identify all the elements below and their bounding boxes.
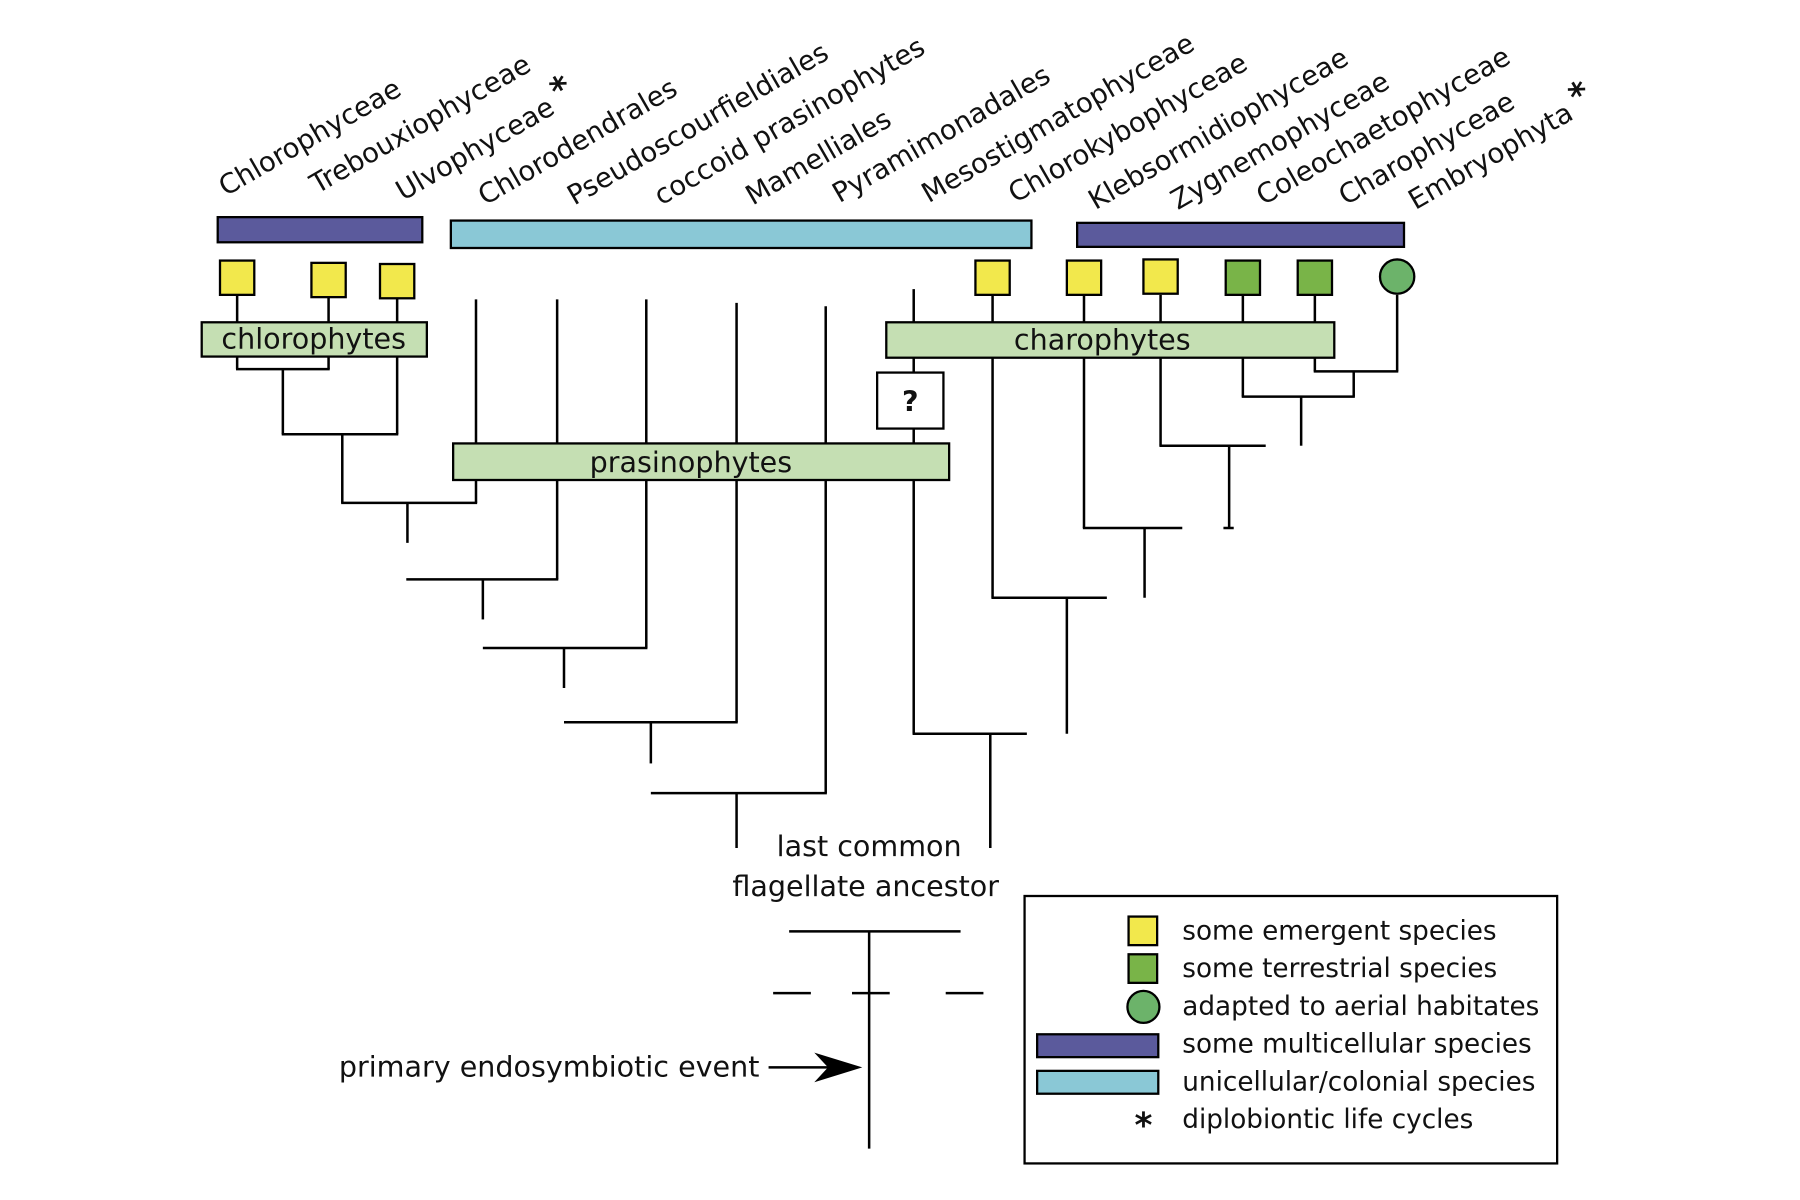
legend-label: some emergent species: [1182, 916, 1496, 946]
ancestor-label: flagellate ancestor: [732, 869, 999, 903]
emergent-square: [310, 261, 347, 299]
terrestrial-square: [1224, 259, 1262, 296]
emergent-square: [218, 259, 256, 296]
terrestrial-square: [1296, 259, 1334, 296]
unknown-box: [876, 371, 945, 430]
legend-swatch: [1127, 915, 1159, 947]
legend-label: some multicellular species: [1182, 1030, 1531, 1060]
group-box: [452, 442, 951, 482]
group-label: prasinophytes: [590, 445, 793, 479]
group-label: charophytes: [1014, 323, 1191, 357]
legend-swatch: [1035, 1033, 1160, 1059]
legend-swatch: [1126, 989, 1161, 1024]
emergent-square: [378, 262, 416, 300]
legend-box: [1023, 894, 1559, 1165]
aerial-circle: [1378, 258, 1416, 295]
unknown-label: ?: [902, 384, 919, 418]
group-box: [200, 321, 428, 358]
emergent-square: [1142, 258, 1179, 295]
group-label: chlorophytes: [221, 322, 406, 356]
legend-swatch: [1127, 953, 1159, 984]
emergent-square: [1065, 259, 1103, 296]
legend-symbol: *: [1134, 1106, 1152, 1146]
legend-label: some terrestrial species: [1182, 954, 1497, 984]
legend-label: unicellular/colonial species: [1182, 1067, 1535, 1097]
legend-swatch: [1035, 1069, 1160, 1095]
unicellular-bar: [449, 219, 1033, 250]
legend-label: adapted to aerial habitates: [1182, 992, 1539, 1022]
ancestor-label: last common: [777, 829, 962, 863]
taxa: ChlorophyceaeTrebouxiophyceaeUlvophyceae…: [214, 28, 1598, 216]
group-box: [885, 321, 1336, 359]
multicellular-bar: [1076, 221, 1406, 248]
emergent-square: [974, 259, 1011, 296]
symbols: [218, 258, 1416, 300]
event-label: primary endosymbiotic event: [339, 1050, 760, 1084]
legend-label: diplobiontic life cycles: [1182, 1105, 1473, 1135]
multicellular-bar: [216, 215, 424, 244]
legend-items: some emergent species some terrestrial sp…: [1134, 916, 1539, 1146]
